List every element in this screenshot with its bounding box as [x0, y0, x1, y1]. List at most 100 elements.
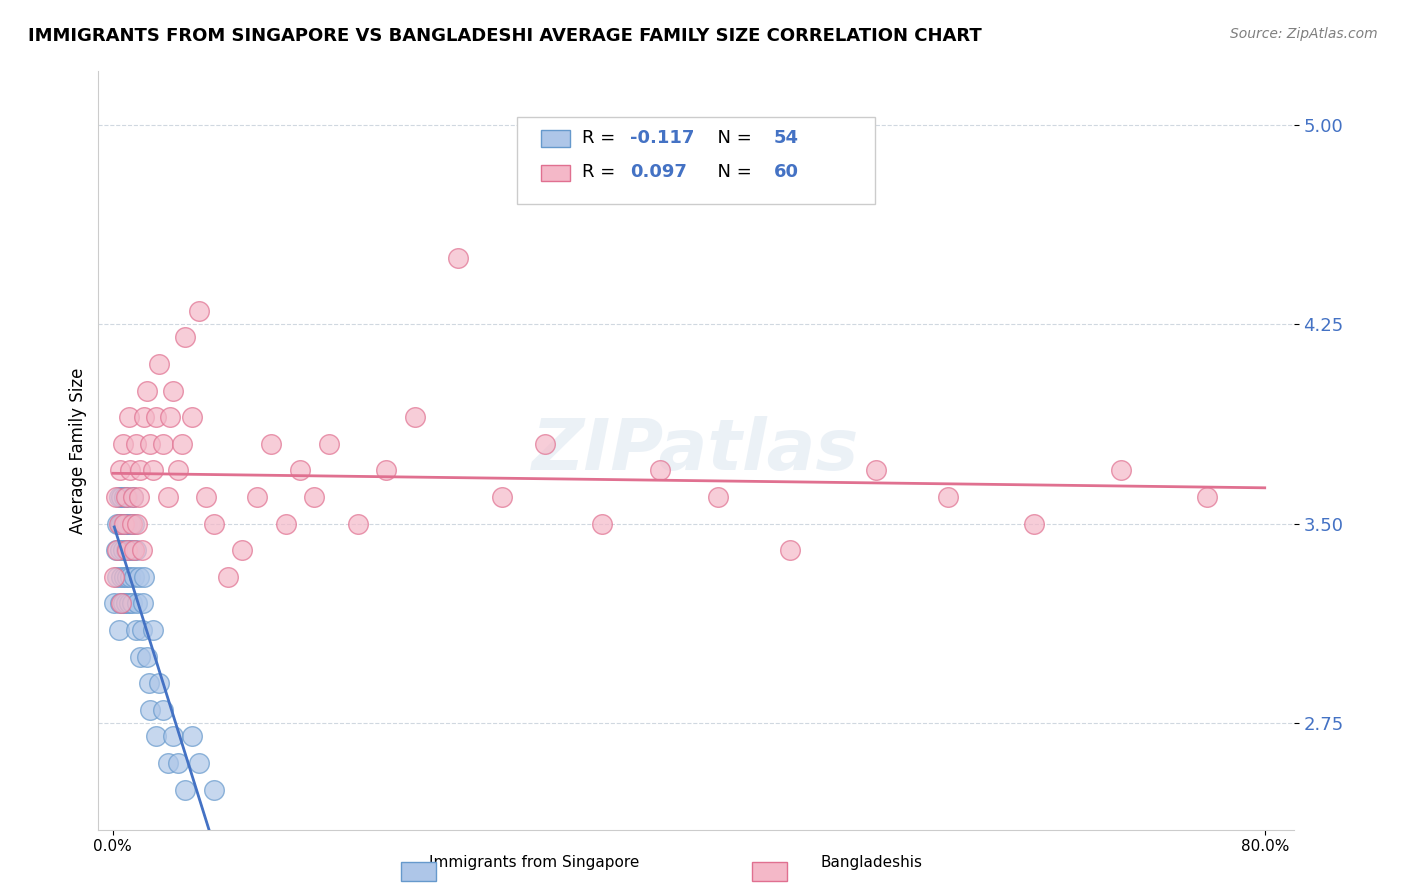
Point: [404, 410, 426, 425]
Point: [118, 410, 141, 425]
Text: 0.097: 0.097: [630, 163, 688, 181]
Point: [142, 623, 165, 637]
Point: [118, 596, 141, 610]
Point: [124, 543, 146, 558]
Point: [110, 516, 132, 531]
Point: [217, 570, 239, 584]
Point: [491, 490, 513, 504]
Text: R =: R =: [582, 129, 621, 147]
Point: [103, 570, 125, 584]
Point: [120, 570, 142, 584]
Point: [136, 384, 159, 398]
Point: [148, 676, 170, 690]
Point: [122, 490, 145, 504]
Point: [128, 570, 150, 584]
Point: [231, 543, 253, 558]
Point: [111, 596, 134, 610]
Point: [170, 437, 193, 451]
Text: Bangladeshis: Bangladeshis: [821, 855, 922, 870]
Point: [122, 490, 145, 504]
Point: [108, 516, 131, 531]
Text: Immigrants from Singapore: Immigrants from Singapore: [429, 855, 640, 870]
Point: [121, 596, 143, 610]
Text: ZIPatlas: ZIPatlas: [533, 416, 859, 485]
FancyBboxPatch shape: [541, 130, 571, 147]
Point: [145, 410, 167, 425]
Point: [166, 463, 188, 477]
Point: [533, 437, 555, 451]
Point: [124, 516, 146, 531]
Point: [112, 516, 135, 531]
Point: [114, 516, 136, 531]
Point: [139, 437, 162, 451]
Point: [111, 516, 134, 531]
Point: [865, 463, 887, 477]
Point: [145, 730, 167, 744]
Point: [125, 623, 148, 637]
Point: [132, 596, 155, 610]
FancyBboxPatch shape: [517, 117, 876, 204]
Point: [115, 516, 138, 531]
Point: [107, 490, 129, 504]
Point: [114, 490, 136, 504]
Point: [304, 490, 326, 504]
FancyBboxPatch shape: [541, 165, 571, 181]
Point: [181, 410, 204, 425]
Point: [114, 543, 136, 558]
Point: [127, 516, 149, 531]
Point: [112, 570, 135, 584]
Point: [202, 516, 225, 531]
Point: [181, 730, 204, 744]
Point: [134, 570, 156, 584]
Point: [202, 782, 225, 797]
Point: [115, 570, 138, 584]
Point: [166, 756, 188, 770]
Point: [706, 490, 728, 504]
Text: IMMIGRANTS FROM SINGAPORE VS BANGLADESHI AVERAGE FAMILY SIZE CORRELATION CHART: IMMIGRANTS FROM SINGAPORE VS BANGLADESHI…: [28, 27, 981, 45]
Point: [104, 543, 127, 558]
Point: [139, 703, 162, 717]
Point: [274, 516, 297, 531]
Point: [115, 490, 138, 504]
Point: [162, 730, 184, 744]
Point: [1197, 490, 1219, 504]
Point: [115, 543, 138, 558]
Point: [118, 543, 141, 558]
Y-axis label: Average Family Size: Average Family Size: [69, 368, 87, 533]
Point: [591, 516, 613, 531]
Point: [346, 516, 368, 531]
Point: [188, 303, 211, 318]
Point: [120, 463, 142, 477]
Point: [156, 756, 179, 770]
Point: [260, 437, 283, 451]
Point: [173, 330, 195, 344]
Point: [105, 516, 128, 531]
Point: [128, 490, 150, 504]
Text: R =: R =: [582, 163, 621, 181]
Point: [105, 570, 128, 584]
Point: [447, 251, 470, 265]
Point: [108, 463, 131, 477]
Text: N =: N =: [706, 163, 756, 181]
Point: [138, 676, 160, 690]
Point: [136, 649, 159, 664]
Point: [121, 516, 143, 531]
Point: [105, 543, 128, 558]
Point: [127, 596, 149, 610]
Point: [108, 543, 131, 558]
Point: [1109, 463, 1132, 477]
Point: [110, 570, 132, 584]
Text: -0.117: -0.117: [630, 129, 695, 147]
Point: [111, 543, 134, 558]
Point: [156, 490, 179, 504]
Point: [112, 490, 135, 504]
Point: [936, 490, 959, 504]
Point: [142, 463, 165, 477]
Text: Source: ZipAtlas.com: Source: ZipAtlas.com: [1230, 27, 1378, 41]
Point: [173, 782, 195, 797]
Point: [131, 623, 153, 637]
Point: [188, 756, 211, 770]
Point: [110, 596, 132, 610]
Point: [195, 490, 218, 504]
Point: [131, 543, 153, 558]
